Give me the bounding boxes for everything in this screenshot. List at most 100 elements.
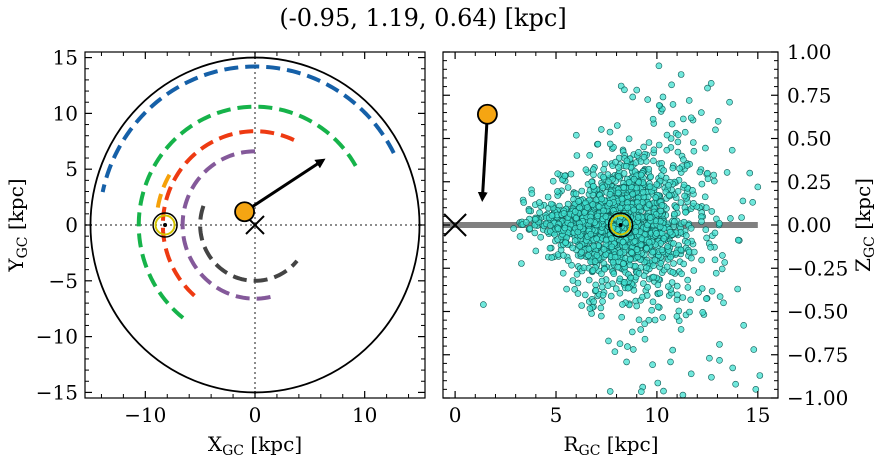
left-x-axis-label: XGC [kpc] xyxy=(208,432,302,459)
scatter-point xyxy=(680,218,688,226)
scatter-point xyxy=(607,292,615,300)
scatter-point xyxy=(641,335,649,343)
scatter-point xyxy=(652,194,660,201)
scatter-point xyxy=(608,235,615,242)
scatter-point xyxy=(604,282,612,290)
scatter-point xyxy=(660,235,668,242)
scatter-point xyxy=(670,218,678,225)
scatter-point xyxy=(605,337,612,345)
scatter-point xyxy=(516,233,524,240)
scatter-point xyxy=(667,253,674,261)
scatter-point xyxy=(597,126,605,133)
scatter-point xyxy=(629,190,637,198)
scatter-point xyxy=(582,166,590,173)
scatter-point xyxy=(669,101,677,108)
scatter-point xyxy=(688,254,695,262)
scatter-point xyxy=(616,249,624,256)
scatter-point xyxy=(608,243,616,251)
scatter-point xyxy=(585,252,592,259)
scatter-point xyxy=(732,380,739,388)
scatter-point xyxy=(626,255,634,263)
scatter-point xyxy=(706,354,713,362)
scatter-point xyxy=(684,276,692,284)
scatter-point xyxy=(614,263,622,271)
scatter-point xyxy=(663,146,671,154)
scatter-point xyxy=(595,203,603,210)
scatter-point xyxy=(569,244,577,252)
scatter-point xyxy=(571,237,579,244)
scatter-point xyxy=(679,294,687,301)
scatter-point xyxy=(548,254,556,261)
scatter-point xyxy=(656,289,664,297)
scatter-point xyxy=(600,207,607,215)
scatter-point xyxy=(578,187,586,195)
scatter-point xyxy=(593,235,601,243)
scatter-point xyxy=(564,184,572,191)
scatter-point xyxy=(678,270,685,278)
y-tick-label: −0.50 xyxy=(787,300,848,324)
scatter-point xyxy=(708,208,716,215)
scatter-point xyxy=(716,356,723,364)
scatter-point xyxy=(622,219,630,227)
scatter-point xyxy=(592,286,600,294)
scatter-point xyxy=(710,177,718,185)
scatter-point xyxy=(624,343,631,350)
scatter-point xyxy=(606,128,614,136)
scatter-point xyxy=(679,115,687,123)
scatter-point xyxy=(655,102,663,109)
scatter-point xyxy=(750,346,758,353)
scatter-point xyxy=(637,171,645,179)
scatter-point xyxy=(600,173,607,181)
scatter-point xyxy=(578,302,586,309)
sun-outer-ring xyxy=(152,212,178,238)
scatter-point xyxy=(627,274,635,282)
scatter-point xyxy=(701,193,709,201)
scatter-point xyxy=(632,228,639,235)
scatter-point xyxy=(648,306,656,314)
scatter-point xyxy=(606,190,614,198)
scatter-point xyxy=(653,230,660,237)
scatter-point xyxy=(528,190,536,197)
scatter-point xyxy=(583,204,591,211)
y-tick-label: −0.25 xyxy=(787,256,848,280)
scatter-point xyxy=(643,245,650,252)
scatter-point xyxy=(635,270,643,277)
scatter-point xyxy=(677,199,685,206)
velocity-arrow xyxy=(477,114,489,203)
scatter-point xyxy=(616,275,624,283)
scatter-point xyxy=(721,259,729,266)
scatter-point xyxy=(546,222,554,229)
scatter-point xyxy=(740,322,747,329)
scatter-point xyxy=(687,370,695,378)
scatter-point xyxy=(581,291,589,299)
scatter-point xyxy=(547,200,555,208)
scatter-point xyxy=(670,260,677,267)
scatter-point xyxy=(649,298,657,306)
scatter-point xyxy=(585,245,593,253)
scatter-point xyxy=(589,201,597,208)
scatter-point xyxy=(716,293,724,300)
y-tick-label: −10 xyxy=(36,325,78,349)
scatter-point xyxy=(575,198,582,205)
scatter-point xyxy=(698,109,705,116)
right-plot-area xyxy=(443,62,764,398)
scatter-point xyxy=(704,169,711,177)
scatter-point xyxy=(599,298,606,305)
scatter-point xyxy=(657,260,665,267)
scatter-point xyxy=(708,373,715,381)
scatter-point xyxy=(532,247,540,255)
left-y-axis-label: YGC [kpc] xyxy=(4,178,31,272)
scatter-point xyxy=(623,358,630,366)
scatter-point xyxy=(637,326,645,333)
scatter-point xyxy=(673,291,681,299)
scatter-point xyxy=(664,243,671,250)
scatter-point xyxy=(598,277,606,285)
scatter-point xyxy=(562,239,569,246)
scatter-point xyxy=(684,239,692,246)
x-tick-label: 0 xyxy=(249,403,262,427)
left-panel-xy: −10 0 10 −15 −10 −5 0 5 10 15 XGC [kpc] YGC [kpc] xyxy=(4,46,426,459)
scatter-point xyxy=(712,269,720,277)
scatter-point xyxy=(597,304,605,312)
scatter-point xyxy=(640,153,648,161)
velocity-arrow xyxy=(243,158,326,213)
